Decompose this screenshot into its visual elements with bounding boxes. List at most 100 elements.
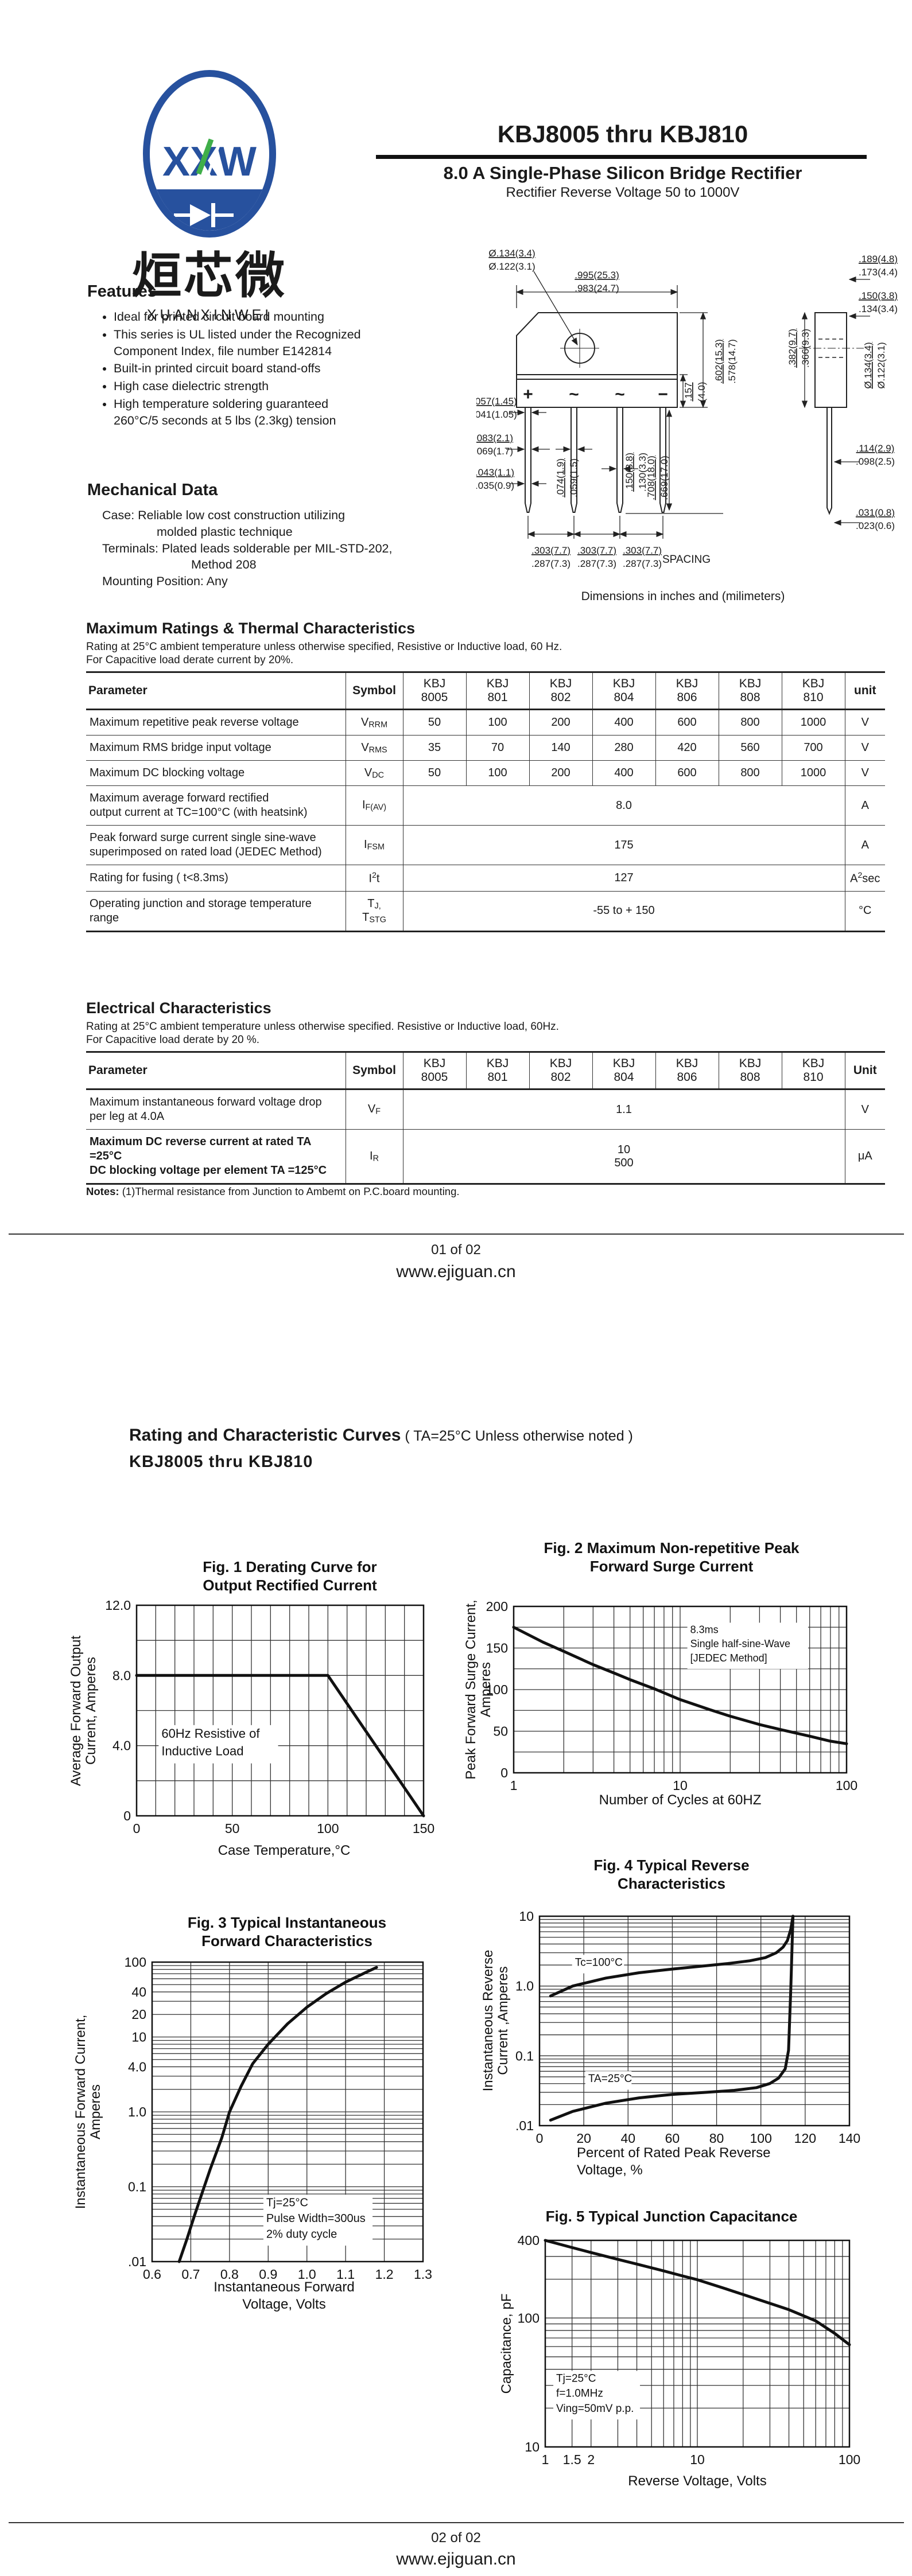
unit-cell: V	[844, 735, 885, 761]
x-axis-label: Case Temperature,°C	[218, 1843, 351, 1858]
mechanical-line: Terminals: Plated leads solderable per M…	[102, 541, 393, 555]
feature-item: This series is UL listed under the Recog…	[114, 326, 373, 360]
annotation: 2% duty cycle	[266, 2228, 337, 2241]
table-row: Rating for fusing ( t<8.3ms) I2t 127 A2sec	[86, 865, 885, 892]
col-header: KBJ 806	[655, 1052, 719, 1090]
x-axis-label: Voltage, %	[577, 2162, 643, 2178]
mechanical-line: molded plastic technique	[157, 524, 293, 539]
unit-cell: A	[844, 785, 885, 826]
x-tick: 50	[225, 1821, 240, 1836]
svg-text:.083(2.1): .083(2.1)	[476, 433, 513, 443]
page2-number: 02 of 02	[431, 2530, 481, 2546]
y-tick: 0	[123, 1808, 131, 1823]
x-tick: 2	[587, 2452, 595, 2467]
curves-heading-parts: KBJ8005 thru KBJ810	[129, 1453, 313, 1471]
unit-cell: μA	[844, 1129, 885, 1184]
chart-title: Forward Surge Current	[590, 1558, 754, 1575]
x-tick: 80	[709, 2131, 724, 2146]
svg-text:.983(24.7): .983(24.7)	[575, 283, 619, 294]
svg-text:.057(1.45): .057(1.45)	[476, 396, 517, 407]
col-header: Unit	[844, 1052, 885, 1090]
value-cell: 100	[465, 760, 529, 786]
x-tick: 20	[576, 2131, 591, 2146]
x-axis-label: Percent of Rated Peak Reverse	[577, 2145, 771, 2161]
doc-subtitle: 8.0 A Single-Phase Silicon Bridge Rectif…	[443, 163, 802, 183]
svg-text:.708(18.0): .708(18.0)	[646, 456, 657, 500]
company-logo: XXW 烜芯微 XUANXINWEI	[118, 68, 301, 324]
electrical-note1: Rating at 25°C ambient temperature unles…	[86, 1021, 559, 1033]
annotation: Pulse Width=300us	[266, 2212, 366, 2225]
package-dimension-drawing: Ø.134(3.4)Ø.122(3.1).995(25.3).983(24.7)…	[476, 248, 898, 569]
unit-cell: V	[844, 760, 885, 786]
value-cell: 1000	[781, 709, 845, 736]
col-header: Symbol	[345, 672, 403, 710]
unit-cell: A	[844, 825, 885, 865]
col-header: KBJ 806	[655, 672, 719, 710]
table-row: Operating junction and storage temperatu…	[86, 891, 885, 932]
value-cell: 175	[402, 825, 845, 865]
annotation: f=1.0MHz	[556, 2388, 603, 2400]
param-cell: Peak forward surge current single sine-w…	[86, 825, 346, 865]
col-header: KBJ 804	[592, 672, 655, 710]
col-header: KBJ 8005	[402, 1052, 466, 1090]
x-tick: 1.2	[375, 2267, 394, 2282]
value-cell: 280	[592, 735, 655, 761]
svg-text:.303(7.7): .303(7.7)	[531, 545, 571, 556]
y-tick: 100	[518, 2310, 540, 2325]
symbol-cell: I2t	[345, 865, 403, 892]
y-tick: 1.0	[128, 2104, 146, 2119]
x-tick: 0.6	[143, 2267, 161, 2282]
annotation: [JEDEC Method]	[690, 1652, 767, 1664]
x-tick: 100	[750, 2131, 772, 2146]
x-axis-label: Instantaneous Forward	[214, 2279, 354, 2295]
series-Tc=100C	[549, 1915, 795, 1998]
col-header: KBJ 804	[592, 1052, 655, 1090]
value-cell: 70	[465, 735, 529, 761]
feature-item: Built-in printed circuit board stand-off…	[114, 360, 373, 377]
table-row: Maximum DC reverse current at rated TA =…	[86, 1129, 885, 1184]
fig1-derating-curve-chart: Fig. 1 Derating Curve for Output Rectifie…	[68, 1546, 471, 1902]
value-cell: 600	[655, 709, 719, 736]
col-header: KBJ 801	[465, 1052, 529, 1090]
table-row: Maximum repetitive peak reverse voltage V…	[86, 709, 885, 736]
col-header: KBJ 810	[781, 672, 845, 710]
fig1-svg: Fig. 1 Derating Curve for Output Rectifie…	[68, 1558, 434, 1858]
svg-text:.157: .157	[683, 382, 694, 401]
package-dimension-labels: Ø.134(3.4)Ø.122(3.1).995(25.3).983(24.7)…	[476, 248, 898, 569]
series-junction-capacitance	[544, 2239, 851, 2347]
y-axis-label: Instantaneous Forward Current,	[73, 2015, 88, 2209]
max-ratings-table: Parameter Symbol KBJ 8005 KBJ 801 KBJ 802 KBJ 804…	[86, 671, 885, 932]
x-tick: 0.9	[259, 2267, 277, 2282]
x-tick: 100	[317, 1821, 339, 1836]
fig2-svg: Fig. 2 Maximum Non-repetitive PeakForwar…	[463, 1539, 857, 1808]
y-tick: .01	[515, 2118, 534, 2133]
x-tick: 0.7	[181, 2267, 200, 2282]
svg-text:−: −	[658, 385, 668, 404]
x-tick: 10	[673, 1778, 688, 1793]
value-cell: 50	[402, 709, 466, 736]
x-tick: 120	[794, 2131, 816, 2146]
table-row: Peak forward surge current single sine-w…	[86, 825, 885, 865]
svg-text:~: ~	[615, 385, 625, 404]
page2-website: www.ejiguan.cn	[396, 2550, 516, 2569]
package-terminal-symbols: + ~ ~ −	[523, 385, 668, 404]
svg-text:.382(9.7): .382(9.7)	[787, 329, 798, 368]
svg-text:.114(2.9): .114(2.9)	[856, 443, 895, 454]
x-tick: 100	[839, 2452, 860, 2467]
svg-text:.995(25.3): .995(25.3)	[575, 270, 619, 281]
chart-title: Fig. 3 Typical Instantaneous	[188, 1914, 386, 1931]
table-row: Maximum instantaneous forward voltage dr…	[86, 1089, 885, 1130]
table-row: Maximum RMS bridge input voltage VRMS 35 70…	[86, 735, 885, 761]
series-derating-curve	[135, 1674, 425, 1818]
page1-footer-rule	[9, 1233, 904, 1235]
mechanical-line: Method 208	[191, 558, 257, 572]
svg-text:Ø.134(3.4): Ø.134(3.4)	[863, 342, 874, 388]
table-row: Maximum average forward rectified output …	[86, 785, 885, 826]
y-tick: .01	[128, 2254, 146, 2269]
x-axis-label: Voltage, Volts	[242, 2297, 325, 2312]
series-surge-current	[512, 1625, 848, 1745]
y-tick: 10	[131, 2030, 146, 2045]
svg-text:Ø.134(3.4): Ø.134(3.4)	[488, 248, 535, 259]
symbol-cell: VDC	[345, 760, 403, 786]
